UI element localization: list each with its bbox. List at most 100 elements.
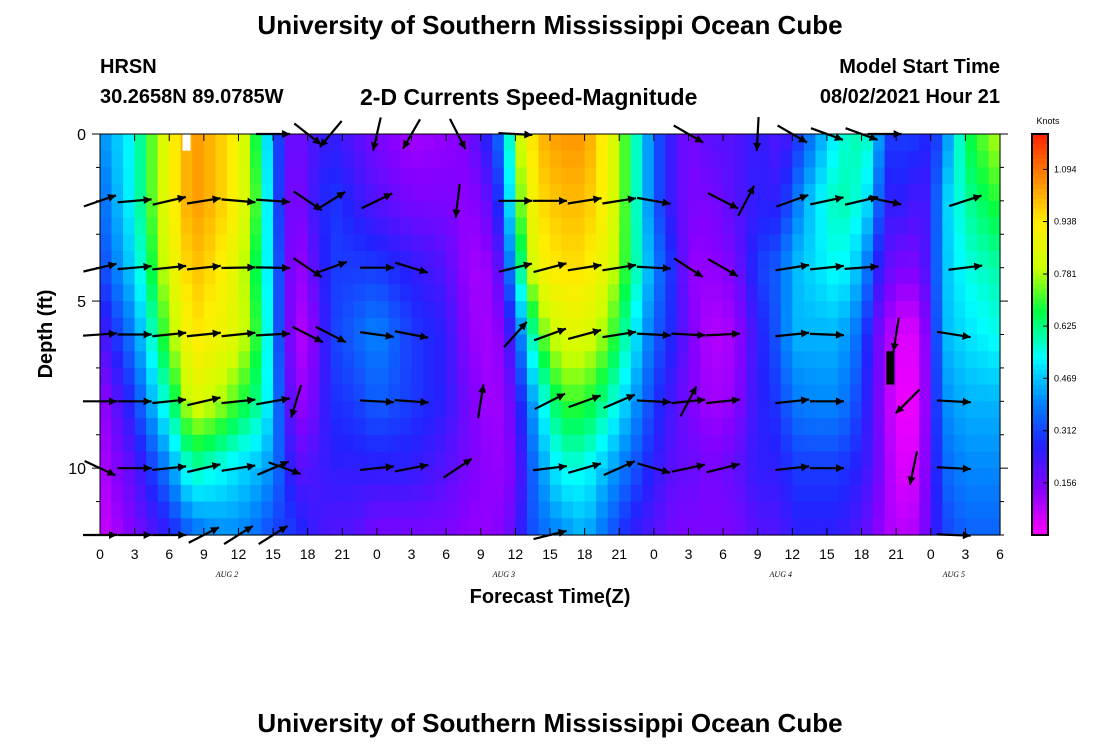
heatmap-cell bbox=[273, 184, 286, 202]
current-vector bbox=[477, 384, 487, 419]
heatmap-cell bbox=[734, 217, 747, 235]
heatmap-cell bbox=[573, 401, 586, 419]
heatmap-cell bbox=[711, 217, 724, 235]
heatmap-cell bbox=[261, 234, 274, 252]
heatmap-cell bbox=[896, 518, 909, 536]
heatmap-cell bbox=[573, 434, 586, 453]
heatmap-cell bbox=[953, 418, 966, 436]
heatmap-cell bbox=[203, 334, 216, 352]
vector-head bbox=[694, 135, 704, 143]
heatmap-cell bbox=[769, 384, 782, 402]
heatmap-cell bbox=[688, 234, 701, 252]
vector-head bbox=[661, 466, 671, 475]
heatmap-cell bbox=[284, 200, 297, 219]
heatmap-cell bbox=[307, 401, 320, 419]
heatmap-cell bbox=[769, 301, 782, 319]
heatmap-cell bbox=[480, 184, 493, 202]
heatmap-cell bbox=[919, 451, 932, 469]
heatmap-cell bbox=[296, 184, 309, 202]
heatmap-cell bbox=[434, 267, 447, 285]
heatmap-cell bbox=[665, 418, 678, 436]
heatmap-cell bbox=[642, 200, 655, 219]
heatmap-cell bbox=[457, 334, 470, 352]
heatmap-cell bbox=[353, 418, 366, 436]
heatmap-cell bbox=[123, 401, 136, 419]
heatmap-cell bbox=[342, 451, 355, 469]
heatmap-cell bbox=[376, 484, 390, 503]
heatmap-cell bbox=[561, 501, 574, 519]
heatmap-cell bbox=[907, 284, 920, 302]
colorbar-label: 0.938 bbox=[1054, 217, 1077, 227]
heatmap-cell bbox=[653, 150, 666, 169]
heatmap-cell bbox=[134, 418, 147, 436]
heatmap-cell bbox=[434, 234, 447, 252]
colorbar-label: 0.469 bbox=[1054, 373, 1077, 383]
heatmap-cell bbox=[411, 301, 424, 319]
heatmap-cell bbox=[688, 401, 701, 419]
heatmap-cell bbox=[273, 334, 286, 352]
heatmap-cell bbox=[273, 284, 286, 302]
heatmap-cell bbox=[561, 150, 574, 169]
heatmap-cell bbox=[423, 401, 436, 419]
heatmap-cell bbox=[665, 267, 678, 285]
vector-head bbox=[592, 195, 602, 204]
heatmap-cell bbox=[157, 200, 170, 219]
heatmap-cell bbox=[676, 484, 690, 503]
heatmap-cell bbox=[307, 451, 320, 469]
heatmap-cell bbox=[423, 434, 436, 453]
heatmap-cell bbox=[953, 317, 966, 336]
heatmap-cell bbox=[573, 150, 586, 169]
heatmap-cell bbox=[976, 401, 990, 419]
heatmap-cell bbox=[446, 334, 459, 352]
heatmap-cell bbox=[261, 384, 274, 402]
vector-head bbox=[420, 397, 429, 406]
heatmap-cell bbox=[988, 484, 1001, 503]
heatmap-cell bbox=[388, 167, 401, 185]
heatmap-cell bbox=[930, 484, 943, 503]
colorbar-segment bbox=[1032, 379, 1048, 386]
heatmap-cell bbox=[480, 401, 493, 419]
heatmap-cell bbox=[538, 234, 551, 252]
heatmap-cell bbox=[446, 134, 459, 152]
heatmap-cell bbox=[411, 384, 424, 402]
heatmap-cell bbox=[665, 334, 678, 352]
heatmap-cell bbox=[388, 301, 401, 319]
heatmap-cell bbox=[919, 167, 932, 185]
heatmap-cell bbox=[619, 367, 632, 386]
colorbar-segment bbox=[1032, 159, 1048, 165]
heatmap-cell bbox=[261, 418, 274, 436]
heatmap-cell bbox=[550, 401, 563, 419]
heatmap-cell bbox=[838, 267, 851, 285]
heatmap-cell bbox=[907, 501, 920, 519]
vector-head bbox=[834, 133, 843, 141]
vector-head bbox=[557, 261, 567, 270]
heatmap-cell bbox=[573, 501, 586, 519]
heatmap-cell bbox=[988, 150, 1001, 169]
heatmap-cell bbox=[353, 484, 366, 503]
x-tick-label: 6 bbox=[165, 546, 173, 562]
heatmap-cell bbox=[953, 184, 966, 202]
heatmap-cell bbox=[307, 217, 320, 235]
station-coordinates: 30.2658N 89.0785W bbox=[100, 86, 284, 108]
heatmap-cell bbox=[273, 150, 286, 169]
heatmap-cell bbox=[826, 317, 840, 336]
heatmap-cell bbox=[342, 250, 355, 269]
heatmap-cell bbox=[815, 267, 828, 285]
heatmap-cell bbox=[861, 267, 874, 285]
colorbar-segment bbox=[1032, 449, 1048, 456]
vector-head bbox=[177, 329, 187, 338]
heatmap-cell bbox=[988, 451, 1001, 469]
heatmap-cell bbox=[757, 284, 770, 302]
heatmap-cell bbox=[942, 384, 955, 402]
heatmap-cell bbox=[596, 267, 609, 285]
heatmap-cell bbox=[388, 284, 401, 302]
colorbar-segment bbox=[1032, 439, 1048, 446]
heatmap-cell bbox=[457, 367, 470, 386]
heatmap-cell bbox=[584, 484, 597, 503]
heatmap-cell bbox=[815, 284, 828, 302]
heatmap-cell bbox=[169, 468, 182, 486]
heatmap-cell bbox=[988, 434, 1001, 453]
x-tick-label: 0 bbox=[927, 546, 935, 562]
heatmap-cell bbox=[723, 484, 736, 503]
heatmap-cell bbox=[803, 518, 816, 536]
